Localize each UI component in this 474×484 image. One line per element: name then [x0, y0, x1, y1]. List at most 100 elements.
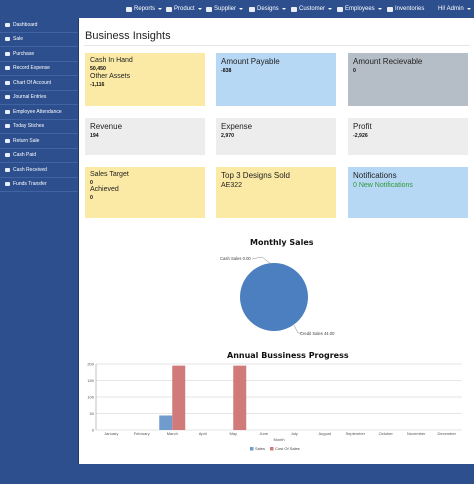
x-tick-label: March	[167, 431, 178, 436]
card-label: Sales Target	[90, 171, 129, 178]
nav-employees-label: Employees	[345, 6, 375, 12]
stitch-icon	[5, 124, 10, 129]
x-tick-label: February	[134, 431, 150, 436]
sidebar-item-funds-transfer[interactable]: Funds Transfer	[0, 178, 78, 192]
sidebar-item-label: Return Sale	[13, 137, 40, 144]
user-icon	[249, 6, 255, 12]
pie-label-credit-sales: Credit Sales 44.00	[300, 331, 335, 336]
x-tick-label: January	[104, 431, 118, 436]
card-label: Profit	[353, 122, 372, 131]
nav-product-label: Product	[174, 6, 195, 12]
chevron-down-icon	[466, 8, 471, 10]
user-menu[interactable]: Hi! Admin	[438, 0, 471, 18]
card-label: Expense	[221, 122, 253, 131]
sidebar-item-record-expense[interactable]: Record Expense	[0, 62, 78, 76]
x-tick-label: September	[345, 431, 365, 436]
card-notifications[interactable]: Notifications 0 New Notifications	[348, 167, 468, 218]
card-label: Notifications	[353, 171, 397, 180]
y-tick-label: 200	[87, 362, 94, 367]
card-label-secondary: Achieved	[90, 186, 119, 193]
sidebar-item-cash-paid[interactable]: Cash Paid	[0, 149, 78, 163]
sidebar-item-purchase[interactable]: Purchase	[0, 47, 78, 62]
card-label: Amount Payable	[221, 57, 280, 66]
x-tick-label: June	[259, 431, 268, 436]
cash-received-icon	[5, 167, 10, 172]
nav-customer[interactable]: Customer	[291, 0, 333, 18]
cart-icon	[166, 6, 172, 12]
monthly-sales-pie-chart: Cash Sales 0.00 Credit Sales 44.00	[220, 256, 335, 336]
sidebar-item-cash-received[interactable]: Cash Received	[0, 163, 78, 178]
card-label-secondary: Other Assets	[90, 73, 131, 80]
nav-inventories[interactable]: Inventories	[387, 0, 424, 18]
sidebar-item-journal-entries[interactable]: Journal Entries	[0, 91, 78, 105]
bar-cost-of-sales	[172, 365, 186, 430]
x-tick-label: July	[291, 431, 298, 436]
nav-designs[interactable]: Designs	[249, 0, 286, 18]
sidebar-item-employee-attendance[interactable]: Employee Attendance	[0, 105, 78, 120]
top-navbar: Reports Product Supplier Designs Custome…	[0, 0, 474, 18]
purchase-icon	[5, 51, 10, 56]
chevron-down-icon	[239, 8, 244, 10]
legend-swatch	[270, 447, 274, 451]
table-icon	[387, 6, 393, 12]
sidebar-item-return-sale[interactable]: Return Sale	[0, 134, 78, 149]
notifications-link[interactable]: 0 New Notifications	[353, 182, 413, 189]
attendance-icon	[5, 109, 10, 114]
x-tick-label: May	[229, 431, 237, 436]
nav-reports[interactable]: Reports	[126, 0, 163, 18]
sidebar-item-label: Dashboard	[13, 21, 38, 28]
nav-customer-label: Customer	[299, 6, 326, 12]
card-sales-target: Sales Target 0 Achieved 0	[85, 167, 205, 218]
accounts-icon	[5, 80, 10, 85]
card-revenue: Revenue 194	[85, 118, 205, 155]
y-tick-label: 50	[90, 411, 95, 416]
nav-supplier[interactable]: Supplier	[206, 0, 244, 18]
annual-progress-bar-chart: 0 50 100 150 200 January February March April May…	[87, 362, 462, 451]
card-expense: Expense 2,970	[216, 118, 336, 155]
card-value: 194	[90, 133, 99, 139]
user-icon	[291, 6, 297, 12]
sidebar-item-label: Chart Of Account	[13, 79, 52, 86]
card-label: Amount Recievable	[353, 57, 423, 66]
nav-employees[interactable]: Employees	[337, 0, 382, 18]
sidebar-item-label: Cash Received	[13, 166, 47, 173]
card-amount-recievable: Amount Recievable 0	[348, 53, 468, 106]
sidebar-item-label: Purchase	[13, 50, 35, 57]
y-tick-label: 0	[92, 428, 95, 433]
y-tick-label: 150	[87, 378, 94, 383]
x-tick-label: August	[319, 431, 332, 436]
bar-cost-of-sales	[233, 365, 247, 430]
card-label: Cash In Hand	[90, 57, 133, 64]
card-value: 0	[353, 68, 356, 74]
sidebar: Dashboard Sale Purchase Record Expense C…	[0, 18, 79, 464]
sidebar-item-label: Funds Transfer	[13, 181, 47, 188]
pie-leader-line	[251, 256, 272, 265]
x-axis-label: Month	[273, 437, 284, 442]
bar-chart-title: Annual Bussiness Progress	[227, 351, 349, 360]
sidebar-item-sale[interactable]: Sale	[0, 33, 78, 47]
card-value: 0	[90, 180, 93, 186]
sidebar-item-dashboard[interactable]: Dashboard	[0, 18, 78, 33]
pie-chart-title: Monthly Sales	[250, 238, 314, 247]
nav-designs-label: Designs	[257, 6, 279, 12]
sidebar-item-today-stiches[interactable]: Today Stiches	[0, 120, 78, 134]
x-tick-label: October	[379, 431, 394, 436]
sidebar-item-label: Sale	[13, 36, 24, 43]
chevron-down-icon	[377, 8, 382, 10]
x-tick-label: December	[438, 431, 457, 436]
nav-product[interactable]: Product	[166, 0, 202, 18]
bar-sales	[159, 415, 173, 430]
pie-label-cash-sales: Cash Sales 0.00	[220, 256, 251, 261]
card-top-designs: Top 3 Designs Sold AE322	[216, 167, 336, 218]
card-value: -2,926	[353, 133, 368, 139]
nav-inventories-label: Inventories	[395, 6, 425, 12]
card-profit: Profit -2,926	[348, 118, 468, 155]
sidebar-item-chart-of-account[interactable]: Chart Of Account	[0, 76, 78, 91]
card-label: Revenue	[90, 122, 123, 131]
x-tick-label: April	[199, 431, 207, 436]
expense-icon	[5, 66, 10, 71]
chevron-down-icon	[197, 8, 202, 10]
sidebar-item-label: Today Stiches	[13, 123, 45, 130]
sidebar-item-label: Cash Paid	[13, 152, 37, 159]
footer	[0, 464, 474, 484]
